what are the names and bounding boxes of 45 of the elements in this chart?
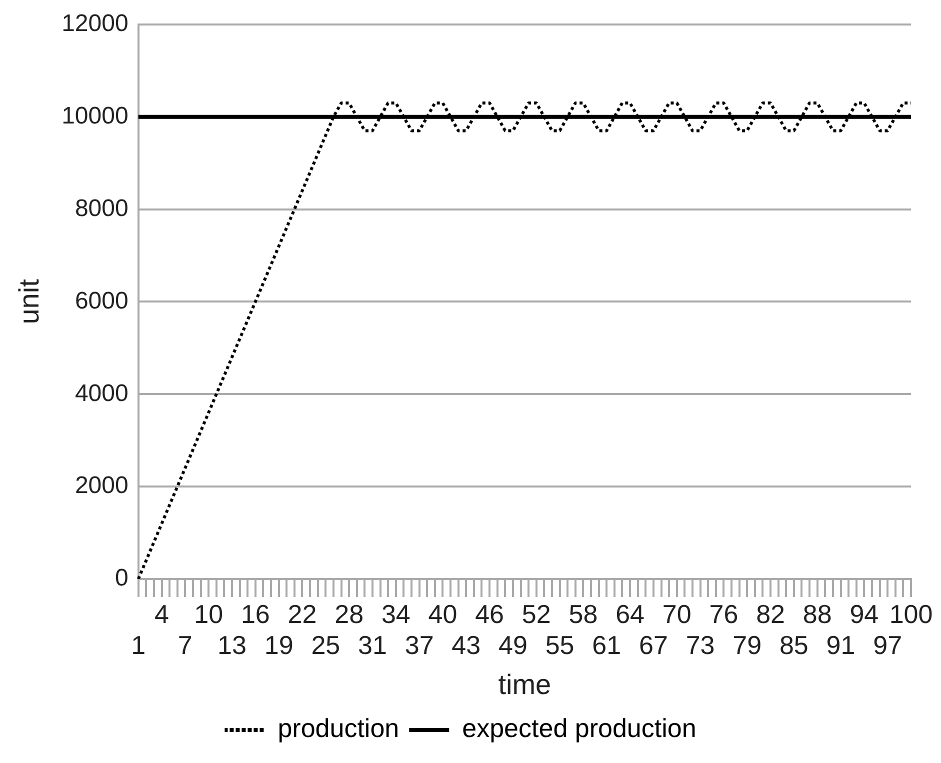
x-tick-label: 88 <box>802 598 832 629</box>
x-tick-label: 37 <box>404 630 434 660</box>
legend-label: expected production <box>462 713 696 744</box>
x-tick-label: 94 <box>850 598 879 629</box>
x-tick-label: 100 <box>889 598 933 629</box>
x-tick-label: 79 <box>732 630 762 660</box>
x-tick-label: 55 <box>545 630 574 660</box>
y-tick-label: 0 <box>114 564 128 592</box>
x-tick-label: 70 <box>662 598 692 629</box>
y-tick-label: 2000 <box>74 472 128 500</box>
x-tick-label: 4 <box>154 598 169 629</box>
x-tick-label: 73 <box>686 630 715 660</box>
x-tick-label: 82 <box>756 598 785 629</box>
x-tick-label: 61 <box>592 630 622 660</box>
x-tick-label: 31 <box>358 630 387 660</box>
x-tick-label: 58 <box>568 598 598 629</box>
x-tick-label: 28 <box>334 598 364 629</box>
x-tick-label: 64 <box>616 598 644 629</box>
x-tick-label: 10 <box>194 598 224 629</box>
x-tick-label: 22 <box>288 598 317 629</box>
x-tick-label: 46 <box>475 598 504 629</box>
x-tick-label: 52 <box>522 598 551 629</box>
y-tick-label: 6000 <box>74 287 128 314</box>
x-tick-label: 97 <box>873 630 902 660</box>
x-tick-label: 13 <box>218 630 246 660</box>
y-tick-label: 10000 <box>62 102 128 130</box>
y-tick-label: 12000 <box>62 10 128 38</box>
x-tick-label: 49 <box>498 630 528 660</box>
x-tick-label: 67 <box>638 630 668 660</box>
x-tick-label: 76 <box>709 598 738 629</box>
x-tick-label: 85 <box>779 630 808 660</box>
x-tick-label: 91 <box>826 630 856 660</box>
x-tick-label: 34 <box>381 598 410 629</box>
legend-label: production <box>278 713 400 744</box>
x-tick-label: 16 <box>240 598 270 629</box>
x-tick-label: 7 <box>178 630 192 660</box>
y-tick-label: 4000 <box>74 380 128 407</box>
x-axis-title: time <box>498 668 552 700</box>
x-tick-label: 43 <box>452 630 481 660</box>
x-tick-label: 40 <box>428 598 458 629</box>
x-tick-label: 25 <box>311 630 340 660</box>
y-tick-label: 8000 <box>74 194 128 222</box>
y-axis-title: unit <box>14 278 45 324</box>
x-tick-label: 19 <box>264 630 294 660</box>
x-tick-label: 1 <box>131 630 146 660</box>
